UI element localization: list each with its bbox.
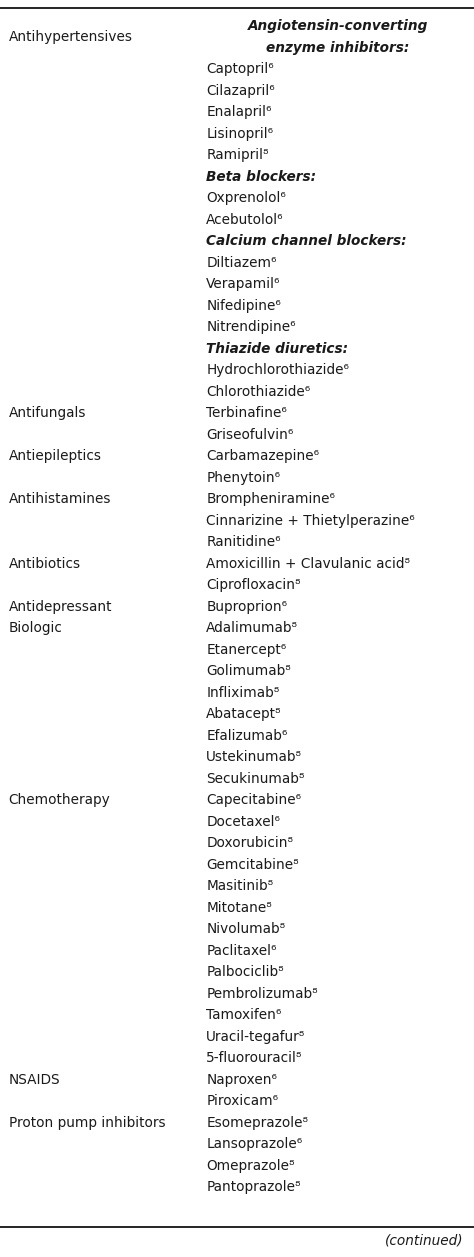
Text: Pantoprazole⁸: Pantoprazole⁸ <box>206 1180 301 1194</box>
Text: Thiazide diuretics:: Thiazide diuretics: <box>206 342 348 356</box>
Text: Angiotensin-converting: Angiotensin-converting <box>247 19 428 33</box>
Text: Proton pump inhibitors: Proton pump inhibitors <box>9 1116 165 1130</box>
Text: Piroxicam⁶: Piroxicam⁶ <box>206 1095 278 1109</box>
Text: Abatacept⁸: Abatacept⁸ <box>206 708 282 722</box>
Text: Gemcitabine⁸: Gemcitabine⁸ <box>206 857 299 872</box>
Text: Cilazapril⁶: Cilazapril⁶ <box>206 84 275 98</box>
Text: Esomeprazole⁸: Esomeprazole⁸ <box>206 1116 308 1130</box>
Text: Mitotane⁸: Mitotane⁸ <box>206 901 272 915</box>
Text: Ustekinumab⁸: Ustekinumab⁸ <box>206 750 302 764</box>
Text: Nitrendipine⁶: Nitrendipine⁶ <box>206 321 296 334</box>
Text: Griseofulvin⁶: Griseofulvin⁶ <box>206 427 293 441</box>
Text: Etanercept⁶: Etanercept⁶ <box>206 642 286 656</box>
Text: Docetaxel⁶: Docetaxel⁶ <box>206 815 280 828</box>
Text: 5-fluorouracil⁸: 5-fluorouracil⁸ <box>206 1051 302 1065</box>
Text: Antidepressant: Antidepressant <box>9 600 112 613</box>
Text: Oxprenolol⁶: Oxprenolol⁶ <box>206 191 286 205</box>
Text: Lisinopril⁶: Lisinopril⁶ <box>206 127 273 141</box>
Text: Secukinumab⁸: Secukinumab⁸ <box>206 772 305 786</box>
Text: Hydrochlorothiazide⁶: Hydrochlorothiazide⁶ <box>206 363 349 377</box>
Text: Captopril⁶: Captopril⁶ <box>206 63 274 77</box>
Text: Antihypertensives: Antihypertensives <box>9 30 133 44</box>
Text: Ranitidine⁶: Ranitidine⁶ <box>206 535 281 549</box>
Text: Carbamazepine⁶: Carbamazepine⁶ <box>206 449 319 464</box>
Text: Tamoxifen⁶: Tamoxifen⁶ <box>206 1008 282 1022</box>
Text: Uracil-tegafur⁸: Uracil-tegafur⁸ <box>206 1029 305 1043</box>
Text: Amoxicillin + Clavulanic acid⁸: Amoxicillin + Clavulanic acid⁸ <box>206 557 410 571</box>
Text: Infliximab⁸: Infliximab⁸ <box>206 686 280 700</box>
Text: Biologic: Biologic <box>9 621 63 635</box>
Text: Nifedipine⁶: Nifedipine⁶ <box>206 299 281 313</box>
Text: Golimumab⁸: Golimumab⁸ <box>206 664 291 679</box>
Text: Cinnarizine + Thietylperazine⁶: Cinnarizine + Thietylperazine⁶ <box>206 514 415 528</box>
Text: Verapamil⁶: Verapamil⁶ <box>206 278 281 292</box>
Text: Adalimumab⁸: Adalimumab⁸ <box>206 621 298 635</box>
Text: Enalapril⁶: Enalapril⁶ <box>206 106 272 119</box>
Text: Omeprazole⁸: Omeprazole⁸ <box>206 1159 295 1173</box>
Text: Naproxen⁶: Naproxen⁶ <box>206 1072 277 1087</box>
Text: Pembrolizumab⁸: Pembrolizumab⁸ <box>206 987 318 1001</box>
Text: Lansoprazole⁶: Lansoprazole⁶ <box>206 1138 302 1151</box>
Text: (continued): (continued) <box>385 1233 464 1247</box>
Text: Efalizumab⁶: Efalizumab⁶ <box>206 729 288 743</box>
Text: Brompheniramine⁶: Brompheniramine⁶ <box>206 493 335 507</box>
Text: Capecitabine⁶: Capecitabine⁶ <box>206 793 301 807</box>
Text: Antiepileptics: Antiepileptics <box>9 449 101 464</box>
Text: Antibiotics: Antibiotics <box>9 557 81 571</box>
Text: Ciprofloxacin⁸: Ciprofloxacin⁸ <box>206 578 301 592</box>
Text: Terbinafine⁶: Terbinafine⁶ <box>206 406 287 420</box>
Text: Beta blockers:: Beta blockers: <box>206 170 316 184</box>
Text: Acebutolol⁶: Acebutolol⁶ <box>206 212 284 226</box>
Text: Palbociclib⁸: Palbociclib⁸ <box>206 965 284 979</box>
Text: Diltiazem⁶: Diltiazem⁶ <box>206 255 277 270</box>
Text: Chlorothiazide⁶: Chlorothiazide⁶ <box>206 385 310 398</box>
Text: Chemotherapy: Chemotherapy <box>9 793 110 807</box>
Text: Paclitaxel⁶: Paclitaxel⁶ <box>206 944 277 958</box>
Text: NSAIDS: NSAIDS <box>9 1072 60 1087</box>
Text: Ramipril⁸: Ramipril⁸ <box>206 148 269 162</box>
Text: Masitinib⁸: Masitinib⁸ <box>206 880 273 894</box>
Text: enzyme inhibitors:: enzyme inhibitors: <box>266 40 409 55</box>
Text: Antifungals: Antifungals <box>9 406 86 420</box>
Text: Phenytoin⁶: Phenytoin⁶ <box>206 471 280 485</box>
Text: Buproprion⁶: Buproprion⁶ <box>206 600 287 613</box>
Text: Doxorubicin⁸: Doxorubicin⁸ <box>206 836 293 850</box>
Text: Antihistamines: Antihistamines <box>9 493 111 507</box>
Text: Nivolumab⁸: Nivolumab⁸ <box>206 923 285 936</box>
Text: Calcium channel blockers:: Calcium channel blockers: <box>206 234 407 249</box>
